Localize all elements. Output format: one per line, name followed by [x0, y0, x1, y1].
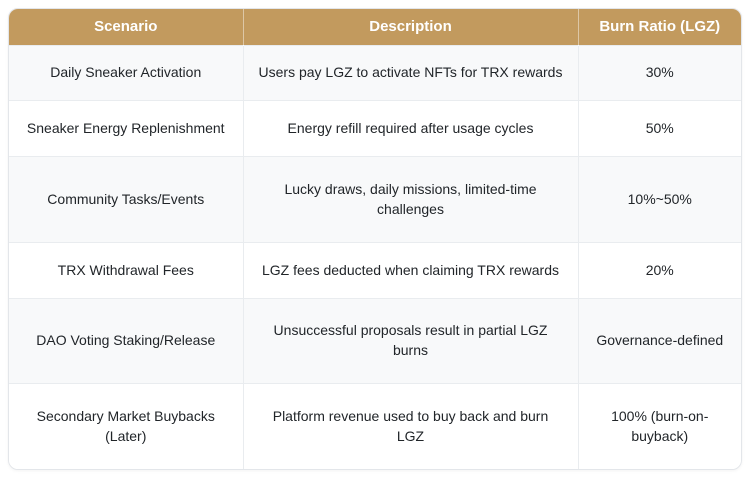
cell-description: Platform revenue used to buy back and bu…: [243, 383, 579, 469]
cell-burn-ratio: 10%~50%: [578, 156, 741, 243]
table-row: Secondary Market Buybacks (Later) Platfo…: [9, 383, 741, 469]
table-row: Sneaker Energy Replenishment Energy refi…: [9, 100, 741, 157]
cell-scenario: Community Tasks/Events: [9, 156, 244, 243]
table-row: TRX Withdrawal Fees LGZ fees deducted wh…: [9, 241, 741, 299]
column-header-scenario: Scenario: [9, 9, 244, 45]
cell-scenario: Secondary Market Buybacks (Later): [9, 383, 244, 469]
cell-description: Users pay LGZ to activate NFTs for TRX r…: [243, 44, 579, 101]
burn-ratio-table: Scenario Description Burn Ratio (LGZ) Da…: [9, 9, 741, 469]
cell-description: Energy refill required after usage cycle…: [243, 100, 579, 157]
burn-ratio-table-card: Scenario Description Burn Ratio (LGZ) Da…: [8, 8, 742, 470]
cell-description: Lucky draws, daily missions, limited-tim…: [243, 156, 579, 243]
cell-burn-ratio: 100% (burn-on-buyback): [578, 383, 741, 469]
cell-burn-ratio: 50%: [578, 100, 741, 157]
cell-burn-ratio: Governance-defined: [578, 297, 741, 384]
cell-burn-ratio: 30%: [578, 44, 741, 101]
table-row: DAO Voting Staking/Release Unsuccessful …: [9, 297, 741, 384]
cell-description: LGZ fees deducted when claiming TRX rewa…: [243, 241, 579, 299]
cell-scenario: Sneaker Energy Replenishment: [9, 100, 244, 157]
cell-description: Unsuccessful proposals result in partial…: [243, 297, 579, 384]
column-header-description: Description: [243, 9, 579, 45]
cell-scenario: DAO Voting Staking/Release: [9, 297, 244, 384]
table-row: Community Tasks/Events Lucky draws, dail…: [9, 156, 741, 243]
table-row: Daily Sneaker Activation Users pay LGZ t…: [9, 44, 741, 101]
column-header-burn-ratio: Burn Ratio (LGZ): [578, 9, 741, 45]
cell-burn-ratio: 20%: [578, 241, 741, 299]
cell-scenario: TRX Withdrawal Fees: [9, 241, 244, 299]
cell-scenario: Daily Sneaker Activation: [9, 44, 244, 101]
table-header-row: Scenario Description Burn Ratio (LGZ): [9, 9, 741, 45]
